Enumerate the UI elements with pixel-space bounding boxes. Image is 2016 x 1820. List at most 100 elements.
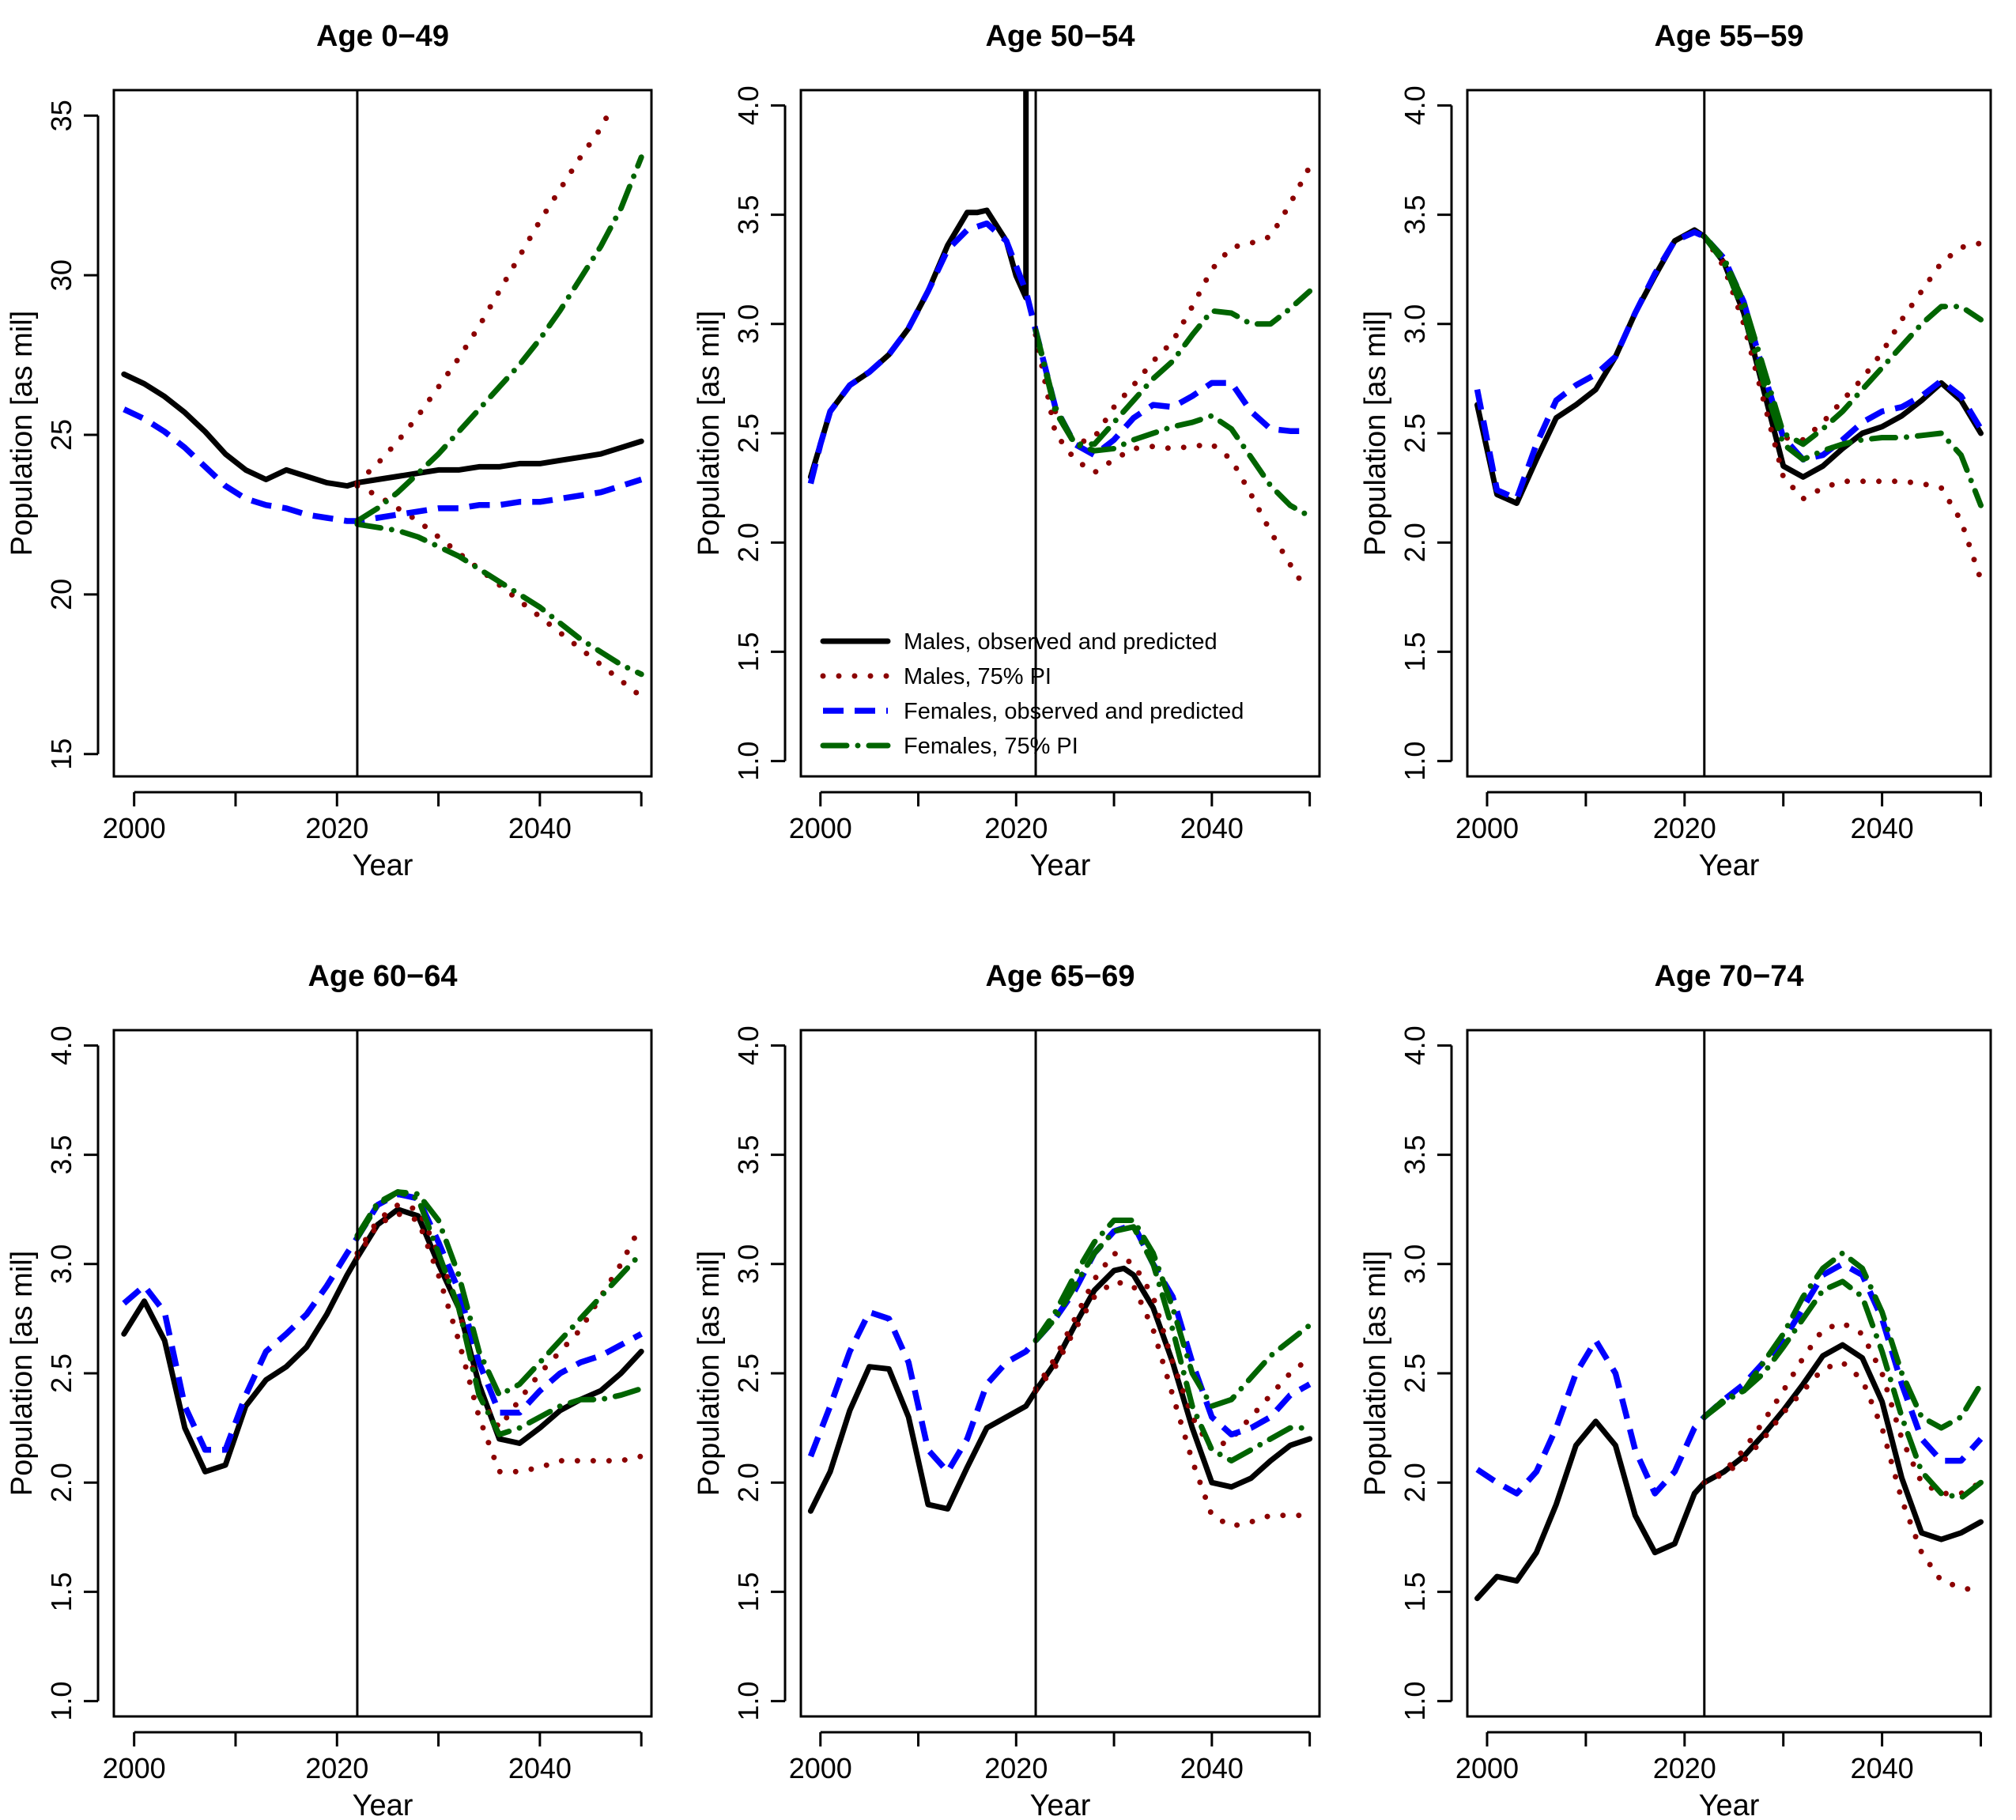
- x-tick-label: 2020: [984, 812, 1048, 844]
- series-line-males-observed-and-predicted: [121, 371, 644, 489]
- series-line-females-75-pi-lower: [1701, 1278, 1984, 1501]
- series-line-females-75-pi-upper: [354, 154, 644, 524]
- panel-2: Age 50−54 2000 2020 2040 Year 1.0 1.5 2.0 2.5 3.0…: [693, 20, 1321, 882]
- y-tick-label: 3.5: [1399, 1135, 1431, 1175]
- x-tick-label: 2040: [1180, 812, 1244, 844]
- plot-frame: [799, 1029, 1321, 1718]
- series-line-males-75-pi-upper: [354, 106, 614, 486]
- legend-label: Females, 75% PI: [904, 734, 1078, 759]
- series-line-males-observed-and-predicted: [807, 1265, 1313, 1514]
- series-line-males-75-pi-upper: [1701, 1320, 1984, 1497]
- x-tick-label: 2020: [984, 1752, 1048, 1784]
- y-tick-label: 3.0: [45, 1244, 77, 1284]
- series-group: [807, 1218, 1313, 1529]
- series-line-males-observed-and-predicted: [1474, 1342, 1984, 1602]
- series-line-females-75-pi-upper: [1701, 233, 1984, 447]
- y-tick-label: 2.5: [1399, 413, 1431, 453]
- y-tick-label: 2.0: [732, 523, 764, 562]
- panel-title: Age 50−54: [985, 20, 1134, 53]
- plot-frame: [112, 1029, 653, 1718]
- y-tick-label: 4.0: [1399, 85, 1431, 125]
- x-tick-label: 2000: [103, 1752, 166, 1784]
- panel-3: Age 55−59 2000 2020 2040 Year 1.0 1.5 2.0 2.5 3.0…: [1359, 20, 1992, 882]
- x-axis-label: Year: [1030, 1789, 1091, 1820]
- y-axis-label: Population [as mil]: [693, 1251, 726, 1497]
- y-tick-label: 3.5: [45, 1135, 77, 1175]
- plot-frame: [1466, 1029, 1992, 1718]
- series-line-males-75-pi-lower: [354, 1210, 644, 1475]
- y-tick-label: 3.0: [1399, 1244, 1431, 1284]
- x-tick-label: 2020: [305, 812, 368, 844]
- y-tick-label: 2.5: [45, 1354, 77, 1393]
- legend-label: Males, 75% PI: [904, 664, 1051, 689]
- series-line-females-75-pi-lower: [354, 1189, 644, 1437]
- y-axis-label: Population [as mil]: [1359, 311, 1392, 557]
- y-tick-label: 1.0: [45, 1682, 77, 1721]
- panel-1: Age 0−49 2000 2020 2040 Year 15 20 25 30 35 Popula…: [6, 20, 653, 882]
- x-tick-label: 2000: [1455, 1752, 1519, 1784]
- y-tick-label: 1.5: [1399, 632, 1431, 671]
- y-tick-label: 1.5: [1399, 1572, 1431, 1611]
- y-tick-label: 1.0: [1399, 742, 1431, 781]
- panel-5: Age 65−69 2000 2020 2040 Year 1.0 1.5 2.0 2.5 3.0…: [693, 960, 1321, 1820]
- x-tick-label: 2020: [305, 1752, 368, 1784]
- y-tick-label: 2.0: [1399, 523, 1431, 562]
- x-axis-label: Year: [1699, 849, 1760, 882]
- x-axis-label: Year: [353, 1789, 413, 1820]
- panels: Age 0−49 2000 2020 2040 Year 15 20 25 30 35 Popula…: [6, 20, 1992, 1820]
- y-tick-label: 25: [45, 419, 77, 451]
- series-line-males-75-pi-upper: [1033, 1250, 1313, 1453]
- y-tick-label: 1.0: [732, 742, 764, 781]
- y-tick-label: 15: [45, 738, 77, 770]
- y-tick-label: 2.0: [732, 1463, 764, 1502]
- x-tick-label: 2040: [508, 812, 572, 844]
- panel-title: Age 60−64: [308, 960, 457, 993]
- y-axis-label: Population [as mil]: [6, 1251, 39, 1497]
- x-tick-label: 2040: [1851, 1752, 1914, 1784]
- y-axis-label: Population [as mil]: [6, 311, 39, 557]
- series-group: [121, 1189, 644, 1475]
- legend-label: Males, observed and predicted: [904, 629, 1218, 655]
- y-tick-label: 4.0: [732, 85, 764, 125]
- plot-frame: [1466, 89, 1992, 778]
- y-tick-label: 1.5: [732, 1572, 764, 1611]
- y-tick-label: 1.5: [732, 632, 764, 671]
- plot-frame: [112, 89, 653, 778]
- x-tick-label: 2040: [1180, 1752, 1244, 1784]
- x-tick-label: 2040: [508, 1752, 572, 1784]
- series-line-males-observed-and-predicted: [121, 1206, 644, 1475]
- x-tick-label: 2000: [789, 812, 852, 844]
- y-tick-label: 3.0: [732, 304, 764, 344]
- series-line-females-observed-and-predicted: [1474, 228, 1984, 502]
- y-tick-label: 2.5: [732, 413, 764, 453]
- y-axis-label: Population [as mil]: [1359, 1251, 1392, 1497]
- y-tick-label: 3.5: [732, 195, 764, 235]
- y-tick-label: 3.5: [1399, 195, 1431, 235]
- y-tick-label: 35: [45, 100, 77, 131]
- x-tick-label: 2000: [789, 1752, 852, 1784]
- series-group: [121, 106, 644, 700]
- panel-title: Age 65−69: [985, 960, 1134, 993]
- series-line-males-75-pi-lower: [1033, 332, 1303, 583]
- series-line-females-75-pi-lower: [1033, 1224, 1313, 1464]
- y-tick-label: 2.5: [1399, 1354, 1431, 1393]
- series-line-females-observed-and-predicted: [123, 406, 643, 524]
- y-axis-label: Population [as mil]: [693, 311, 726, 557]
- y-tick-label: 3.5: [732, 1135, 764, 1175]
- y-tick-label: 2.0: [45, 1463, 77, 1502]
- x-tick-label: 2020: [1653, 812, 1716, 844]
- y-tick-label: 3.0: [732, 1244, 764, 1284]
- panel-title: Age 55−59: [1654, 20, 1803, 53]
- series-group: [1474, 227, 1984, 583]
- series-line-females-observed-and-predicted: [1475, 1261, 1984, 1497]
- y-tick-label: 30: [45, 259, 77, 291]
- x-tick-label: 2000: [1455, 812, 1519, 844]
- y-tick-label: 2.0: [1399, 1463, 1431, 1502]
- x-tick-label: 2000: [103, 812, 166, 844]
- y-tick-label: 4.0: [732, 1025, 764, 1065]
- y-tick-label: 1.0: [732, 1682, 764, 1721]
- y-tick-label: 4.0: [1399, 1025, 1431, 1065]
- legend-entries: Males, observed and predicted Males, 75% …: [820, 629, 1244, 759]
